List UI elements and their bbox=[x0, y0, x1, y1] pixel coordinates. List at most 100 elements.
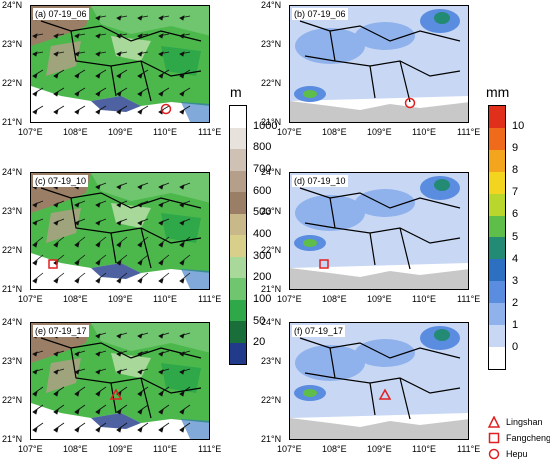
legend-item-hepu: Hepu bbox=[488, 446, 550, 462]
rain-colorbar-tick: 4 bbox=[512, 252, 519, 265]
rain-colorbar-tick: 9 bbox=[512, 142, 519, 155]
panel-title: (a) 07-19_06 bbox=[33, 8, 89, 20]
station-marker bbox=[319, 259, 329, 269]
latitude-label: 23°N bbox=[261, 206, 282, 216]
longitude-label: 108°E bbox=[63, 444, 88, 454]
legend-label: Hepu bbox=[506, 449, 528, 459]
longitude-label: 108°E bbox=[322, 127, 347, 137]
longitude-label: 109°E bbox=[108, 127, 133, 137]
terrain-colorbar-tick: 50 bbox=[253, 314, 266, 327]
map-panel-b: (b) 07-19_06 bbox=[289, 5, 469, 123]
longitude-label: 109°E bbox=[108, 294, 133, 304]
rain-colorbar-tick: 1 bbox=[512, 318, 519, 331]
longitude-label: 109°E bbox=[367, 444, 392, 454]
terrain-colorbar-tick: 20 bbox=[253, 336, 266, 349]
latitude-label: 21°N bbox=[261, 284, 282, 294]
terrain-colorbar-segment bbox=[230, 256, 246, 278]
map-panel-c: (c) 07-19_10 bbox=[30, 172, 210, 290]
rain-colorbar-tick: 2 bbox=[512, 296, 519, 309]
longitude-label: 111°E bbox=[457, 444, 481, 454]
latitude-label: 22°N bbox=[2, 78, 23, 88]
map-panel-a: (a) 07-19_06 bbox=[30, 5, 210, 123]
terrain-colorbar-segment bbox=[230, 321, 246, 343]
terrain-colorbar-tick: 400 bbox=[253, 228, 272, 240]
rain-colorbar-tick: 7 bbox=[512, 186, 519, 199]
longitude-label: 108°E bbox=[63, 294, 88, 304]
panel-title: (d) 07-19_10 bbox=[292, 175, 348, 187]
latitude-label: 23°N bbox=[261, 39, 282, 49]
longitude-label: 110°E bbox=[153, 444, 177, 454]
station-marker bbox=[378, 388, 392, 400]
longitude-label: 110°E bbox=[412, 444, 436, 454]
latitude-label: 22°N bbox=[261, 78, 282, 88]
station-marker bbox=[160, 103, 172, 115]
terrain-colorbar-tick: 100 bbox=[253, 293, 272, 305]
terrain-colorbar-segment bbox=[230, 342, 246, 364]
panel-title: (f) 07-19_17 bbox=[292, 325, 346, 337]
rain-colorbar-segment bbox=[489, 281, 505, 304]
latitude-label: 22°N bbox=[2, 395, 23, 405]
longitude-label: 107°E bbox=[18, 127, 43, 137]
latitude-label: 23°N bbox=[261, 356, 282, 366]
rain-colorbar-segment bbox=[489, 325, 505, 347]
square-marker-icon bbox=[488, 432, 500, 444]
longitude-label: 108°E bbox=[322, 294, 347, 304]
panel-title: (e) 07-19_17 bbox=[33, 325, 89, 337]
terrain-colorbar-segment bbox=[230, 127, 246, 149]
rain-colorbar-tick: 6 bbox=[512, 208, 519, 221]
terrain-colorbar-segment bbox=[230, 278, 246, 300]
terrain-colorbar-tick: 600 bbox=[253, 184, 272, 197]
longitude-label: 107°E bbox=[18, 444, 43, 454]
longitude-label: 107°E bbox=[277, 444, 302, 454]
legend-item-fangcheng: Fangcheng bbox=[488, 430, 550, 446]
station-marker bbox=[404, 97, 416, 109]
map-panel-f: (f) 07-19_17 bbox=[289, 322, 469, 440]
rain-unit: mm bbox=[486, 84, 510, 100]
rain-colorbar-tick: 8 bbox=[512, 164, 519, 177]
longitude-label: 109°E bbox=[367, 127, 392, 137]
terrain-colorbar-tick: 700 bbox=[253, 163, 272, 175]
terrain-colorbar-segment bbox=[230, 213, 246, 235]
longitude-label: 111°E bbox=[198, 127, 222, 137]
terrain-colorbar-segment bbox=[230, 149, 246, 171]
panel-title: (c) 07-19_10 bbox=[33, 175, 89, 187]
rain-colorbar-segment bbox=[489, 171, 505, 194]
rain-colorbar-segment bbox=[489, 237, 505, 260]
station-legend: Lingshan Fangcheng Hepu bbox=[488, 414, 550, 462]
longitude-label: 109°E bbox=[108, 444, 133, 454]
terrain-colorbar-segment bbox=[230, 235, 246, 257]
latitude-label: 24°N bbox=[2, 317, 23, 327]
longitude-label: 110°E bbox=[153, 294, 177, 304]
longitude-label: 107°E bbox=[277, 127, 302, 137]
longitude-label: 111°E bbox=[198, 444, 222, 454]
terrain-unit: m bbox=[230, 84, 242, 100]
longitude-label: 108°E bbox=[322, 444, 347, 454]
rain-colorbar-segment bbox=[489, 215, 505, 238]
rain-colorbar-tick: 0 bbox=[512, 340, 519, 353]
station-marker bbox=[109, 388, 123, 400]
terrain-colorbar bbox=[229, 105, 247, 365]
latitude-label: 22°N bbox=[261, 245, 282, 255]
latitude-label: 21°N bbox=[261, 117, 282, 127]
longitude-label: 107°E bbox=[18, 294, 43, 304]
circle-marker-icon bbox=[488, 448, 500, 460]
longitude-label: 111°E bbox=[198, 294, 222, 304]
latitude-label: 24°N bbox=[261, 0, 282, 10]
rain-colorbar-segment bbox=[489, 346, 505, 369]
latitude-label: 22°N bbox=[261, 395, 282, 405]
latitude-label: 21°N bbox=[2, 117, 23, 127]
station-marker bbox=[48, 259, 58, 269]
longitude-label: 110°E bbox=[153, 127, 177, 137]
terrain-colorbar-tick: 1000 bbox=[253, 119, 278, 132]
rain-colorbar-segment bbox=[489, 106, 505, 128]
rain-colorbar-segment bbox=[489, 193, 505, 216]
legend-item-lingshan: Lingshan bbox=[488, 414, 550, 430]
longitude-label: 109°E bbox=[367, 294, 392, 304]
legend-label: Lingshan bbox=[506, 417, 543, 427]
terrain-colorbar-tick: 800 bbox=[253, 141, 272, 154]
rain-colorbar-segment bbox=[489, 149, 505, 172]
longitude-label: 111°E bbox=[457, 294, 481, 304]
terrain-colorbar-tick: 200 bbox=[253, 271, 272, 284]
panel-title: (b) 07-19_06 bbox=[292, 8, 348, 20]
map-panel-d: (d) 07-19_10 bbox=[289, 172, 469, 290]
